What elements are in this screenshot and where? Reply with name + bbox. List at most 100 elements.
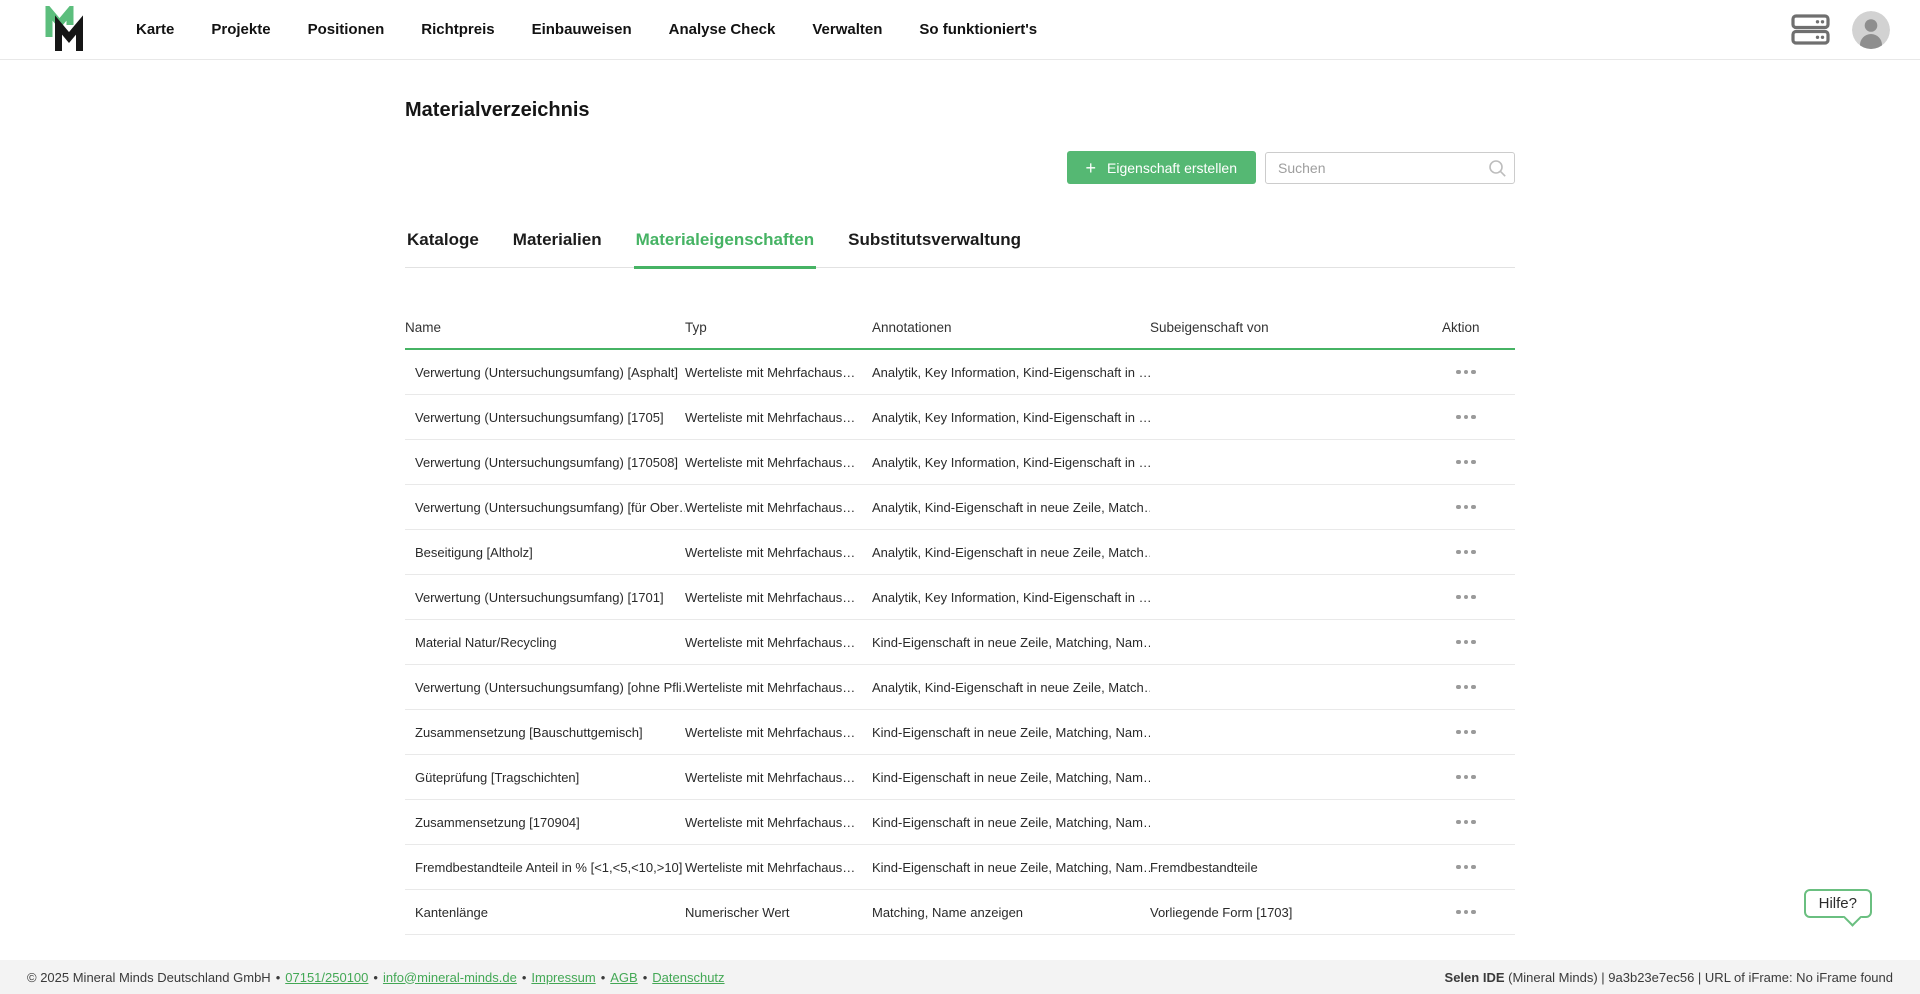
cell-name: Fremdbestandteile Anteil in % [<1,<5,<10… bbox=[415, 859, 683, 875]
ellipsis-icon bbox=[1456, 909, 1461, 915]
column-header: Name bbox=[405, 320, 442, 335]
ellipsis-icon bbox=[1456, 549, 1461, 555]
tab[interactable]: Substitutsverwaltung bbox=[848, 230, 1022, 249]
properties-table: Name Typ Annotationen Subeigenschaft von… bbox=[405, 320, 1515, 935]
row-actions-button[interactable] bbox=[1454, 454, 1478, 471]
nav-item[interactable]: Einbauweisen bbox=[531, 21, 632, 38]
nav-item[interactable]: So funktioniert's bbox=[919, 21, 1038, 38]
create-property-button[interactable]: + Eigenschaft erstellen bbox=[1066, 151, 1256, 184]
table-header: Name Typ Annotationen Subeigenschaft von… bbox=[405, 320, 1515, 350]
row-actions-button[interactable] bbox=[1454, 679, 1478, 696]
top-nav: Karte Projekte Positionen Richtpreis Ein… bbox=[0, 0, 1920, 60]
plus-icon: + bbox=[1085, 157, 1097, 178]
table-row[interactable]: Material Natur/Recycling Werteliste mit … bbox=[405, 620, 1515, 665]
mineral-minds-logo[interactable] bbox=[44, 5, 88, 54]
link-separator: • bbox=[275, 969, 281, 985]
footer-links: • 07151/250100 • info@mineral-minds.de •… bbox=[276, 970, 725, 985]
footer-session-info: (Mineral Minds) | 9a3b23e7ec56 | URL of … bbox=[1504, 969, 1893, 985]
cell-annotationen: Kind-Eigenschaft in neue Zeile, Matching… bbox=[872, 634, 1150, 650]
cell-name: Güteprüfung [Tragschichten] bbox=[415, 769, 580, 785]
nav-item[interactable]: Verwalten bbox=[812, 21, 883, 38]
column-header: Aktion bbox=[1442, 320, 1480, 335]
cell-typ: Werteliste mit Mehrfachaus… bbox=[685, 634, 856, 650]
tab[interactable]: Kataloge bbox=[407, 230, 479, 249]
footer-link[interactable]: info@mineral-minds.de bbox=[382, 969, 517, 985]
cards-stack-icon[interactable] bbox=[1791, 14, 1830, 45]
cell-name: Zusammensetzung [170904] bbox=[415, 814, 580, 830]
table-row[interactable]: Verwertung (Untersuchungsumfang) [170508… bbox=[405, 440, 1515, 485]
row-actions-button[interactable] bbox=[1454, 859, 1478, 876]
column-header: Subeigenschaft von bbox=[1150, 320, 1269, 335]
table-row[interactable]: Verwertung (Untersuchungsumfang) [ohne P… bbox=[405, 665, 1515, 710]
nav-item[interactable]: Projekte bbox=[211, 21, 271, 38]
cell-annotationen: Analytik, Kind-Eigenschaft in neue Zeile… bbox=[872, 679, 1150, 695]
footer-link[interactable]: Datenschutz bbox=[652, 969, 725, 985]
cell-subeigenschaft: Fremdbestandteile bbox=[1150, 859, 1258, 875]
link-separator: • bbox=[642, 969, 648, 985]
cell-annotationen: Kind-Eigenschaft in neue Zeile, Matching… bbox=[872, 769, 1150, 785]
table-body: Verwertung (Untersuchungsumfang) [Asphal… bbox=[405, 350, 1515, 935]
tab[interactable]: Materialeigenschaften bbox=[633, 230, 817, 269]
cell-annotationen: Analytik, Kind-Eigenschaft in neue Zeile… bbox=[872, 544, 1150, 560]
cell-annotationen: Analytik, Kind-Eigenschaft in neue Zeile… bbox=[872, 499, 1150, 515]
cell-typ: Numerischer Wert bbox=[685, 904, 790, 920]
tab[interactable]: Materialien bbox=[512, 230, 602, 249]
cell-typ: Werteliste mit Mehrfachaus… bbox=[685, 769, 856, 785]
help-button[interactable]: Hilfe? bbox=[1803, 889, 1872, 918]
ellipsis-icon bbox=[1456, 459, 1461, 465]
row-actions-button[interactable] bbox=[1454, 364, 1478, 381]
table-row[interactable]: Verwertung (Untersuchungsumfang) [1701] … bbox=[405, 575, 1515, 620]
footer-link[interactable]: Impressum bbox=[531, 969, 596, 985]
table-row[interactable]: Verwertung (Untersuchungsumfang) [Asphal… bbox=[405, 350, 1515, 395]
row-actions-button[interactable] bbox=[1454, 904, 1478, 921]
ellipsis-icon bbox=[1456, 594, 1461, 600]
cell-annotationen: Analytik, Key Information, Kind-Eigensch… bbox=[872, 454, 1150, 470]
user-avatar-icon[interactable] bbox=[1852, 10, 1890, 49]
row-actions-button[interactable] bbox=[1454, 769, 1478, 786]
row-actions-button[interactable] bbox=[1454, 589, 1478, 606]
footer-link[interactable]: AGB bbox=[610, 969, 638, 985]
nav-item[interactable]: Analyse Check bbox=[668, 21, 776, 38]
ellipsis-icon bbox=[1456, 774, 1461, 780]
search-input[interactable] bbox=[1265, 151, 1515, 184]
main-content: Materialverzeichnis + Eigenschaft erstel… bbox=[405, 60, 1515, 960]
table-row[interactable]: Zusammensetzung [170904] Werteliste mit … bbox=[405, 800, 1515, 845]
row-actions-button[interactable] bbox=[1454, 409, 1478, 426]
table-row[interactable]: Verwertung (Untersuchungsumfang) [für Ob… bbox=[405, 485, 1515, 530]
table-row[interactable]: Güteprüfung [Tragschichten] Werteliste m… bbox=[405, 755, 1515, 800]
footer-right: Selen IDE (Mineral Minds) | 9a3b23e7ec56… bbox=[1445, 970, 1893, 985]
cell-annotationen: Analytik, Key Information, Kind-Eigensch… bbox=[872, 409, 1150, 425]
cell-annotationen: Analytik, Key Information, Kind-Eigensch… bbox=[872, 364, 1150, 380]
column-header: Typ bbox=[685, 320, 707, 335]
ellipsis-icon bbox=[1456, 639, 1461, 645]
nav-item[interactable]: Positionen bbox=[307, 21, 385, 38]
cell-name: Zusammensetzung [Bauschuttgemisch] bbox=[415, 724, 643, 740]
table-row[interactable]: Kantenlänge Numerischer Wert Matching, N… bbox=[405, 890, 1515, 935]
table-row[interactable]: Verwertung (Untersuchungsumfang) [1705] … bbox=[405, 395, 1515, 440]
row-actions-button[interactable] bbox=[1454, 544, 1478, 561]
row-actions-button[interactable] bbox=[1454, 814, 1478, 831]
cell-typ: Werteliste mit Mehrfachaus… bbox=[685, 364, 856, 380]
nav-item[interactable]: Karte bbox=[136, 21, 175, 38]
create-property-label: Eigenschaft erstellen bbox=[1107, 159, 1237, 176]
cell-typ: Werteliste mit Mehrfachaus… bbox=[685, 409, 856, 425]
ellipsis-icon bbox=[1456, 819, 1461, 825]
row-actions-button[interactable] bbox=[1454, 499, 1478, 516]
row-actions-button[interactable] bbox=[1454, 634, 1478, 651]
cell-name: Verwertung (Untersuchungsumfang) [für Ob… bbox=[415, 499, 685, 515]
footer-left: © 2025 Mineral Minds Deutschland GmbH • … bbox=[27, 970, 725, 985]
table-row[interactable]: Beseitigung [Altholz] Werteliste mit Meh… bbox=[405, 530, 1515, 575]
cell-name: Verwertung (Untersuchungsumfang) [Asphal… bbox=[415, 364, 679, 380]
logo-mm-icon bbox=[45, 5, 83, 51]
nav-right bbox=[1791, 10, 1890, 49]
nav-item[interactable]: Richtpreis bbox=[421, 21, 495, 38]
cell-typ: Werteliste mit Mehrfachaus… bbox=[685, 859, 856, 875]
table-row[interactable]: Zusammensetzung [Bauschuttgemisch] Werte… bbox=[405, 710, 1515, 755]
cell-typ: Werteliste mit Mehrfachaus… bbox=[685, 544, 856, 560]
row-actions-button[interactable] bbox=[1454, 724, 1478, 741]
table-row[interactable]: Fremdbestandteile Anteil in % [<1,<5,<10… bbox=[405, 845, 1515, 890]
footer-link[interactable]: 07151/250100 bbox=[285, 969, 369, 985]
footer: © 2025 Mineral Minds Deutschland GmbH • … bbox=[0, 960, 1920, 994]
cell-name: Beseitigung [Altholz] bbox=[415, 544, 533, 560]
copyright-text: © 2025 Mineral Minds Deutschland GmbH bbox=[27, 969, 271, 985]
